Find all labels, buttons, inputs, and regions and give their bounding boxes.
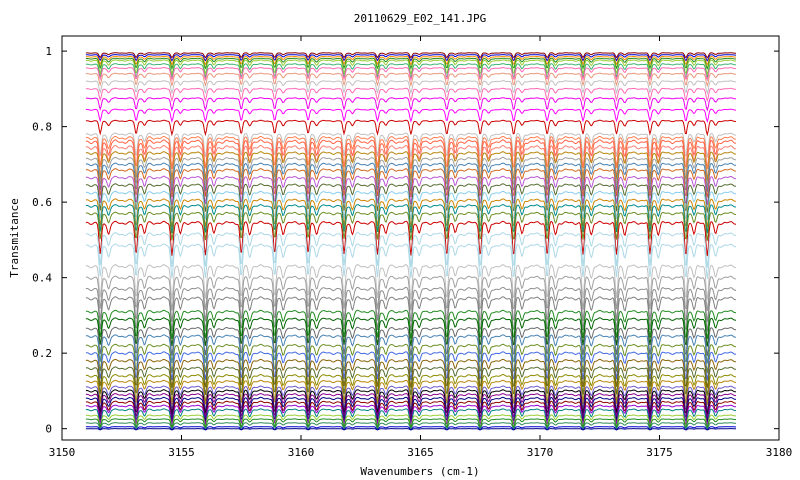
spectrum-line [85,87,736,103]
spectrum-line [85,72,736,88]
y-tick-label: 0.8 [32,121,52,134]
spectrum-line [85,198,737,228]
spectrum-line [85,389,737,415]
y-tick-label: 0.2 [32,347,52,360]
spectrum-line [85,385,737,411]
spectrum-line [85,309,737,340]
spectrum-line [85,66,737,82]
spectrum-line [85,264,737,300]
spectrum-line [85,57,736,70]
spectrum-line [85,168,737,198]
spectrum-line [85,119,737,137]
spectrum-line [85,190,737,221]
y-axis-label: Transmitance [8,198,21,277]
series-layer [85,52,737,431]
y-tick-label: 0 [45,423,52,436]
spectrum-line [85,334,737,364]
x-tick-label: 3175 [646,446,673,459]
y-tick-label: 0.4 [32,272,52,285]
spectrum-line [85,54,736,62]
x-tick-label: 3150 [49,446,76,459]
spectrum-line [85,393,737,419]
spectrum-line [85,343,737,374]
spectrum-line [85,422,736,430]
spectrum-line [85,52,736,59]
x-tick-label: 3170 [527,446,554,459]
spectrum-line [85,144,737,187]
x-tick-label: 3155 [168,446,195,459]
spectrum-line [85,428,736,431]
spectrum-line [85,275,737,311]
spectrum-line [85,80,737,95]
x-axis-label: Wavenumbers (cm-1) [360,465,479,478]
y-tick-label: 1 [45,45,52,58]
spectrum-line [85,156,737,187]
spectrum-line [85,366,737,396]
spectrum-line [85,351,737,381]
spectrum-line [85,326,737,357]
spectrum-line [85,286,737,323]
chart-title: 20110629_E02_141.JPG [354,12,486,25]
x-tick-label: 3160 [288,446,315,459]
x-tick-label: 3165 [407,446,434,459]
spectrum-line [85,132,737,158]
spectrum-line [85,220,737,257]
spectrum-line [85,151,737,181]
tick-layer: 3150 3155 3160 3165 3170 3175 3180 0 0.2 0.4 0.6 0.… [32,36,792,459]
x-tick-label: 3180 [766,446,793,459]
spectrum-line [85,358,737,389]
spectrum-line [85,296,737,332]
spectrum-line [85,55,737,66]
spectrum-line [85,418,736,429]
spectrum-line [85,97,737,112]
spectrum-line [85,243,737,279]
spectrum-line [85,63,737,80]
spectrum-line [85,204,737,234]
y-tick-label: 0.6 [32,196,52,209]
spectrum-line [85,317,737,347]
spectrum-line [85,59,737,77]
spectrum-line [85,175,737,206]
spectrum-line [85,108,737,124]
spectrum-line [85,379,737,405]
spectrum-line [85,232,737,268]
spectrum-line [85,183,737,213]
spectrum-line [85,135,737,170]
spectrum-line [85,211,737,241]
spectrum-line [85,396,737,422]
spectrum-line [85,162,737,192]
